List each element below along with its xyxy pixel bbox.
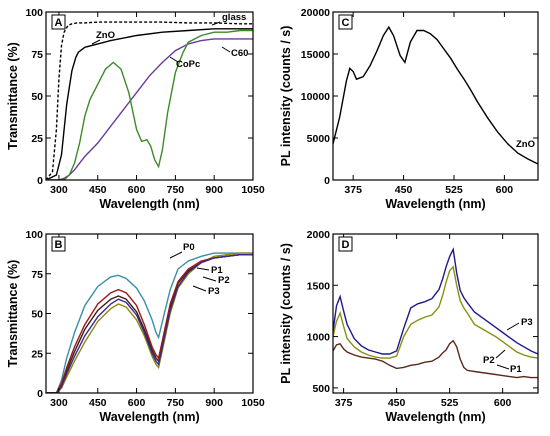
y-axis-label-a: Transmittance (%) bbox=[6, 42, 20, 150]
y-tick-label-c: 0 bbox=[324, 175, 330, 187]
annotation-label-a-glass: glass bbox=[222, 12, 246, 23]
annotation-label-b-p0: P0 bbox=[183, 242, 195, 253]
series-line-d-p1-0 bbox=[333, 339, 538, 379]
y-tick-label-b: 25 bbox=[31, 348, 43, 360]
y-tick-label-a: 75 bbox=[31, 49, 43, 61]
x-axis-label-a: Wavelength (nm) bbox=[99, 197, 199, 211]
annotation-label-d-p3: P3 bbox=[521, 317, 533, 328]
annotation-label-a-c60: C60 bbox=[231, 48, 248, 59]
series-line-a-zno-1 bbox=[46, 28, 253, 180]
annotation-arrow-a-zno bbox=[91, 39, 101, 45]
x-axis-label-c: Wavelength (nm) bbox=[385, 197, 485, 211]
series-line-c-zno-0 bbox=[333, 25, 538, 165]
x-tick-label-c: 450 bbox=[395, 184, 413, 196]
panel-label-box-a bbox=[51, 14, 66, 30]
plot-frame-c bbox=[332, 11, 539, 181]
series-line-a-copc-3 bbox=[46, 29, 253, 180]
panel-c: 375 450 525 600 0 5000 10000 15000 20000 Waveleng… bbox=[279, 7, 539, 211]
annotation-arrow-a-copc bbox=[169, 56, 179, 63]
x-tick-label-c: 375 bbox=[344, 184, 362, 196]
x-tick-label-b: 300 bbox=[50, 397, 68, 409]
x-tick-label-b: 1050 bbox=[241, 397, 265, 409]
x-tick-label-a: 1050 bbox=[241, 184, 265, 196]
annotation-arrow-a-c60 bbox=[221, 46, 231, 53]
series-line-b-p3-3 bbox=[46, 253, 253, 393]
annotation-label-b-p1: P1 bbox=[211, 265, 223, 276]
annotation-label-a-copc: CoPc bbox=[176, 59, 200, 70]
panel-label-b: B bbox=[55, 239, 63, 251]
y-tick-label-d: 2000 bbox=[307, 229, 331, 241]
annotation-arrow-a-glass bbox=[211, 21, 221, 26]
x-tick-label-a: 600 bbox=[128, 184, 146, 196]
y-tick-label-c: 20000 bbox=[301, 7, 330, 19]
y-tick-label-d: 1000 bbox=[307, 332, 331, 344]
y-tick-label-b: 75 bbox=[31, 269, 43, 281]
annotation-arrow-b-p3 bbox=[192, 285, 207, 292]
y-tick-label-b: 0 bbox=[37, 388, 43, 400]
y-tick-label-b: 100 bbox=[25, 229, 43, 241]
y-tick-label-d: 500 bbox=[312, 383, 330, 395]
panel-label-c: C bbox=[342, 17, 350, 29]
y-axis-label-c: PL intensity (counts / s) bbox=[279, 26, 293, 167]
panel-label-box-c bbox=[338, 14, 353, 30]
y-tick-label-c: 5000 bbox=[307, 133, 331, 145]
x-tick-label-a: 750 bbox=[167, 184, 185, 196]
y-tick-label-a: 0 bbox=[37, 175, 43, 187]
x-tick-label-b: 750 bbox=[167, 397, 185, 409]
y-tick-label-c: 15000 bbox=[301, 49, 330, 61]
series-line-d-p2-1 bbox=[333, 265, 538, 359]
panel-label-a: A bbox=[55, 17, 63, 29]
x-tick-label-a: 900 bbox=[205, 184, 223, 196]
y-tick-label-d: 1500 bbox=[307, 280, 331, 292]
x-tick-label-b: 600 bbox=[128, 397, 146, 409]
series-line-d-p3-2 bbox=[333, 247, 538, 355]
annotation-label-d-p1: P1 bbox=[510, 364, 522, 375]
panel-d: 375 450 525 600 500 1000 1500 2000 Wavelength (n… bbox=[279, 229, 539, 424]
panel-label-box-d bbox=[338, 236, 353, 252]
annotation-arrow-b-p2 bbox=[202, 276, 217, 282]
y-axis-label-b: Transmittance (%) bbox=[6, 260, 20, 368]
annotation-label-d-p2: P2 bbox=[483, 355, 495, 366]
x-tick-label-d: 450 bbox=[388, 397, 406, 409]
annotation-label-b-p3: P3 bbox=[208, 286, 220, 297]
y-tick-label-a: 50 bbox=[31, 91, 43, 103]
x-tick-label-b: 900 bbox=[205, 397, 223, 409]
panel-label-box-b bbox=[51, 236, 66, 252]
annotation-arrow-d-p1 bbox=[496, 364, 510, 370]
panel-a: 300 450 600 750 900 1050 0 25 50 75 100 Wavelength … bbox=[6, 7, 265, 211]
annotation-label-b-p2: P2 bbox=[218, 275, 230, 286]
annotation-arrow-d-p2 bbox=[495, 349, 506, 359]
x-tick-label-c: 600 bbox=[496, 184, 514, 196]
annotation-arrow-d-p3 bbox=[506, 322, 520, 331]
y-axis-label-d: PL intensity (counts / s) bbox=[279, 243, 293, 384]
x-tick-label-a: 450 bbox=[89, 184, 107, 196]
panel-label-d: D bbox=[342, 239, 350, 251]
x-tick-label-d: 375 bbox=[335, 397, 353, 409]
series-line-b-p0-0 bbox=[46, 252, 253, 393]
annotation-label-c-zno: ZnO bbox=[516, 139, 535, 150]
x-tick-label-c: 525 bbox=[445, 184, 463, 196]
x-tick-label-d: 600 bbox=[494, 397, 512, 409]
x-tick-label-d: 525 bbox=[441, 397, 459, 409]
y-tick-label-a: 100 bbox=[25, 7, 43, 19]
y-tick-label-a: 25 bbox=[31, 133, 43, 145]
x-axis-label-b: Wavelength (nm) bbox=[99, 410, 199, 424]
annotation-arrow-b-p0 bbox=[169, 251, 183, 259]
annotation-arrow-b-p1 bbox=[196, 267, 210, 271]
annotation-label-a-zno: ZnO bbox=[96, 30, 115, 41]
series-line-a-c60-2 bbox=[46, 38, 253, 180]
panel-b: 300 450 600 750 900 1050 0 25 50 75 100 Wavelength … bbox=[6, 229, 265, 424]
plot-frame-d bbox=[332, 233, 539, 394]
series-line-b-extra-4 bbox=[46, 253, 253, 393]
y-tick-label-b: 50 bbox=[31, 309, 43, 321]
series-line-a-glass-0 bbox=[46, 21, 253, 180]
x-axis-label-d: Wavelength (nm) bbox=[385, 410, 485, 424]
x-tick-label-b: 450 bbox=[89, 397, 107, 409]
x-tick-label-a: 300 bbox=[50, 184, 68, 196]
y-tick-label-c: 10000 bbox=[301, 91, 330, 103]
